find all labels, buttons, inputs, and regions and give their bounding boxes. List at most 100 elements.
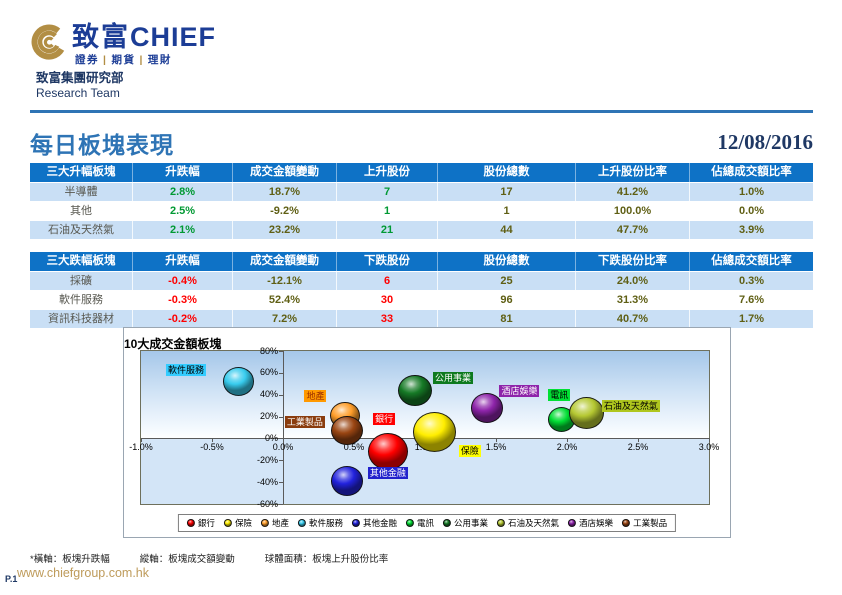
x-tick bbox=[141, 438, 142, 443]
legend-dot-hotels-ent bbox=[568, 519, 577, 527]
column-header: 佔總成交額比率 bbox=[711, 166, 792, 178]
x-tick bbox=[638, 438, 639, 443]
column-header: 上升股份比率 bbox=[576, 163, 690, 182]
value-cell: 100.0% bbox=[576, 202, 690, 220]
table-row: 其他 2.5% -9.2% 1 1 100.0% 0.0% bbox=[30, 202, 813, 220]
value-cell: 17 bbox=[438, 183, 576, 201]
bubble-chart: 10大成交金額板塊 80% 60% 40% 20% 0% -20% -40% -60% -1.0… bbox=[123, 327, 731, 538]
column-header: 三大升幅板塊 bbox=[30, 163, 133, 182]
legend-dot-oil-gas bbox=[497, 519, 506, 527]
value-cell: 47.7% bbox=[576, 221, 690, 239]
column-header: 股份總數 bbox=[438, 252, 576, 271]
bubble-label-utilities: 公用事業 bbox=[433, 372, 474, 385]
tagline-sep: | bbox=[103, 54, 108, 66]
legend-dot-telecom bbox=[406, 519, 414, 527]
value-cell: 1 bbox=[337, 202, 438, 220]
x-tick-label: 0.0% bbox=[272, 442, 294, 453]
chief-logo-icon bbox=[31, 22, 67, 67]
legend-dot-real-estate bbox=[260, 519, 269, 527]
bubble-label-oil-gas: 石油及天然氣 bbox=[601, 400, 660, 413]
page-number: P.1 bbox=[5, 574, 18, 584]
value-cell: 1 bbox=[438, 202, 576, 220]
y-tick bbox=[279, 394, 283, 396]
value-cell: -12.1% bbox=[233, 272, 337, 290]
value-cell: -0.3% bbox=[133, 291, 233, 309]
top-losers-table: 三大跌幅板塊 升跌幅 成交金額變動 下跌股份 股份總數 下跌股份比率 佔總成交額比率 採礦 -0… bbox=[30, 252, 813, 329]
sector-name-cell: 採礦 bbox=[30, 272, 133, 290]
x-tick-label: 0.5% bbox=[343, 442, 365, 453]
table-row: 石油及天然氣 2.1% 23.2% 21 44 47.7% 3.9% bbox=[30, 221, 813, 239]
bubble-label-banks: 銀行 bbox=[373, 412, 396, 425]
column-header: 佔總成交額比率 bbox=[711, 255, 792, 267]
x-tick-label: 1.5% bbox=[485, 442, 507, 453]
y-tick bbox=[279, 504, 283, 505]
sector-name-cell: 資訊科技器材 bbox=[30, 310, 133, 328]
column-header: 下跌股份比率 bbox=[576, 252, 690, 271]
legend-dot-other-financials bbox=[351, 519, 360, 527]
value-cell: 30 bbox=[337, 291, 438, 309]
bubble-hotels-ent bbox=[471, 393, 504, 423]
legend-label: 其他金融 bbox=[362, 518, 397, 528]
value-cell: -0.2% bbox=[133, 310, 233, 328]
website-link[interactable]: www.chiefgroup.com.hk bbox=[17, 566, 150, 580]
legend-label: 銀行 bbox=[197, 518, 215, 528]
x-tick bbox=[212, 438, 213, 443]
bubble-other-financials bbox=[330, 466, 363, 496]
bubble-industrial-goods bbox=[330, 416, 363, 446]
y-tick bbox=[279, 438, 283, 440]
tagline-wealth: 理財 bbox=[147, 54, 172, 66]
y-tick-label: -60% bbox=[256, 498, 278, 509]
value-cell: 24.0% bbox=[576, 272, 690, 290]
value-cell: -0.4% bbox=[133, 272, 233, 290]
legend-label: 地產 bbox=[271, 518, 289, 528]
table-header-row: 三大跌幅板塊 升跌幅 成交金額變動 下跌股份 股份總數 下跌股份比率 佔總成交額比率 bbox=[30, 252, 813, 271]
bubble-label-real-estate: 地產 bbox=[304, 390, 327, 403]
footnote-x-axis: *橫軸：板塊升跌幅 bbox=[30, 554, 110, 565]
value-cell: 18.7% bbox=[233, 183, 337, 201]
value-cell: 2.5% bbox=[133, 202, 233, 220]
column-header: 升跌幅 bbox=[133, 163, 233, 182]
value-cell: 6 bbox=[337, 272, 438, 290]
bubble-insurance bbox=[413, 412, 457, 452]
value-cell: 3.9% bbox=[738, 224, 765, 236]
legend-item-utilities: 公用事業 bbox=[443, 517, 488, 529]
table-header-row: 三大升幅板塊 升跌幅 成交金額變動 上升股份 股份總數 上升股份比率 佔總成交額比率 bbox=[30, 163, 813, 182]
value-cell: 7.2% bbox=[233, 310, 337, 328]
bubble-software bbox=[223, 367, 255, 396]
tagline-securities: 證券 bbox=[75, 54, 99, 66]
legend-item-software: 軟件服務 bbox=[297, 517, 343, 529]
value-cell: 1.7% bbox=[738, 313, 765, 325]
value-cell: 81 bbox=[438, 310, 576, 328]
legend-label: 石油及天然氣 bbox=[508, 518, 560, 528]
value-cell: 25 bbox=[438, 272, 576, 290]
brand-wordmark: 致富CHIEF bbox=[72, 24, 216, 55]
x-tick bbox=[496, 438, 497, 443]
legend-label: 軟件服務 bbox=[308, 518, 343, 528]
table-row: 半導體 2.8% 18.7% 7 17 41.2% 1.0% bbox=[30, 183, 813, 201]
chart-plot-area: 80% 60% 40% 20% 0% -20% -40% -60% -1.0% -0.5% 0.0%… bbox=[129, 346, 719, 509]
bubble-utilities bbox=[398, 374, 433, 406]
y-tick-label: 80% bbox=[259, 345, 278, 356]
y-tick-label: 20% bbox=[259, 411, 278, 422]
bubble-label-insurance: 保險 bbox=[458, 444, 481, 457]
value-cell: 41.2% bbox=[576, 183, 690, 201]
value-cell: 23.2% bbox=[233, 221, 337, 239]
legend-dot-insurance bbox=[223, 519, 232, 527]
y-tick bbox=[279, 351, 283, 352]
bubble-banks bbox=[368, 433, 409, 470]
chart-footnote: *橫軸：板塊升跌幅 縱軸：板塊成交額變動 球體面積：板塊上升股份比率 bbox=[30, 551, 418, 565]
value-cell: 2.8% bbox=[133, 183, 233, 201]
value-cell: 2.1% bbox=[133, 221, 233, 239]
page-title: 每日板塊表現 bbox=[30, 133, 174, 158]
column-header: 成交金額變動 bbox=[233, 252, 337, 271]
column-header: 股份總數 bbox=[438, 163, 576, 182]
bubble-label-other-financials: 其他金融 bbox=[367, 467, 408, 480]
value-cell: -9.2% bbox=[233, 202, 337, 220]
tagline-futures: 期貨 bbox=[111, 54, 136, 66]
sector-name-cell: 半導體 bbox=[30, 183, 133, 201]
header-divider bbox=[30, 110, 813, 113]
x-tick bbox=[567, 438, 568, 443]
y-tick-label: 40% bbox=[259, 389, 278, 400]
y-axis-line bbox=[283, 351, 284, 504]
column-header: 下跌股份 bbox=[337, 252, 438, 271]
